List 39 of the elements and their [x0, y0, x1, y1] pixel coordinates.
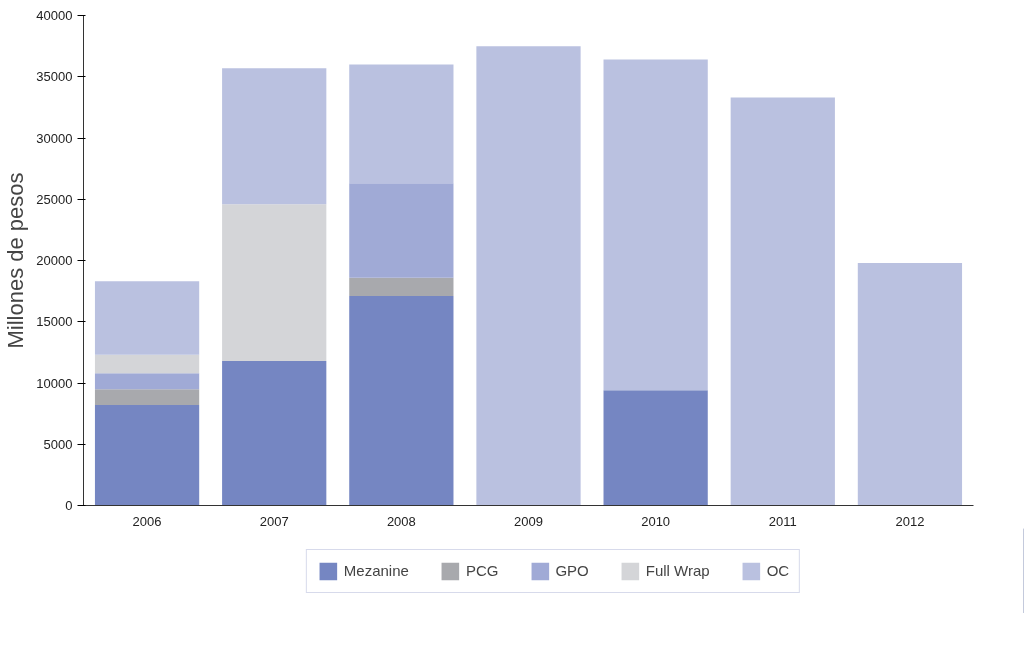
bar: [222, 360, 327, 506]
bar: [603, 59, 708, 391]
legend-label: Full Wrap: [645, 562, 710, 579]
bar: [94, 281, 200, 355]
x-tick-label: 2012: [895, 513, 925, 529]
y-tick-label: 20000: [36, 253, 73, 268]
bar: [730, 97, 835, 506]
bar: [349, 64, 454, 184]
x-tick-label: 2008: [386, 513, 416, 529]
bar: [222, 68, 327, 205]
bar: [94, 405, 200, 506]
y-tick-label: 25000: [36, 191, 73, 207]
bar: [94, 354, 200, 374]
legend-label: Mezanine: [343, 562, 409, 579]
bar: [476, 46, 581, 506]
bar: [94, 373, 200, 390]
legend-label: GPO: [555, 562, 589, 579]
bar: [349, 183, 454, 278]
y-tick-label: 40000: [36, 8, 73, 23]
x-tick-label: 2006: [132, 513, 162, 529]
y-tick-label: 30000: [36, 130, 73, 146]
y-axis-title: Millones de pesos: [3, 172, 29, 349]
bar: [349, 296, 454, 506]
y-tick-label: 15000: [36, 314, 73, 330]
bar: [222, 204, 327, 361]
y-tick-label: 5000: [43, 436, 73, 452]
bar: [603, 390, 708, 506]
bar: [349, 277, 454, 297]
x-tick-label: 2007: [259, 513, 289, 529]
x-tick-label: 2010: [641, 513, 671, 529]
legend-label: OC: [766, 562, 790, 579]
legend-label: PCG: [465, 562, 499, 579]
x-tick-label: 2011: [768, 513, 797, 529]
y-tick-label: 35000: [36, 69, 73, 85]
bar: [857, 262, 963, 506]
x-tick-label: 2009: [514, 513, 543, 529]
y-tick-label: 0: [65, 498, 73, 513]
bar: [94, 389, 200, 406]
y-tick-label: 10000: [36, 375, 73, 391]
